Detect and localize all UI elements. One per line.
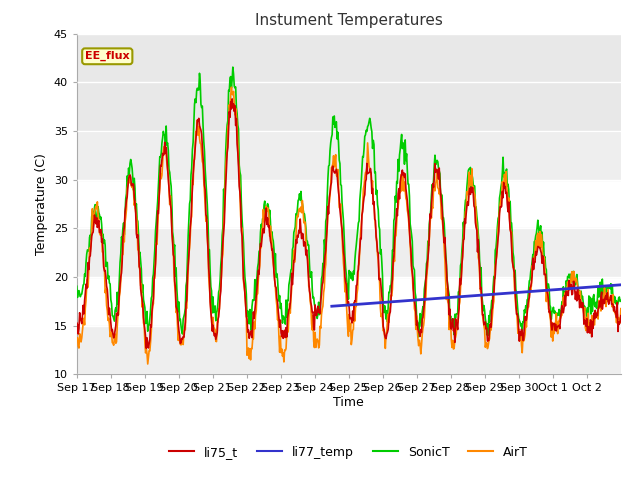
Legend: li75_t, li77_temp, SonicT, AirT: li75_t, li77_temp, SonicT, AirT [164,441,533,464]
Bar [77,34,621,82]
Title: Instument Temperatures: Instument Temperatures [255,13,443,28]
Bar [77,34,621,131]
X-axis label: Time: Time [333,396,364,409]
Bar [77,228,621,277]
Text: EE_flux: EE_flux [85,51,129,61]
Y-axis label: Temperature (C): Temperature (C) [35,153,48,255]
Bar [77,131,621,180]
Bar [77,326,621,374]
